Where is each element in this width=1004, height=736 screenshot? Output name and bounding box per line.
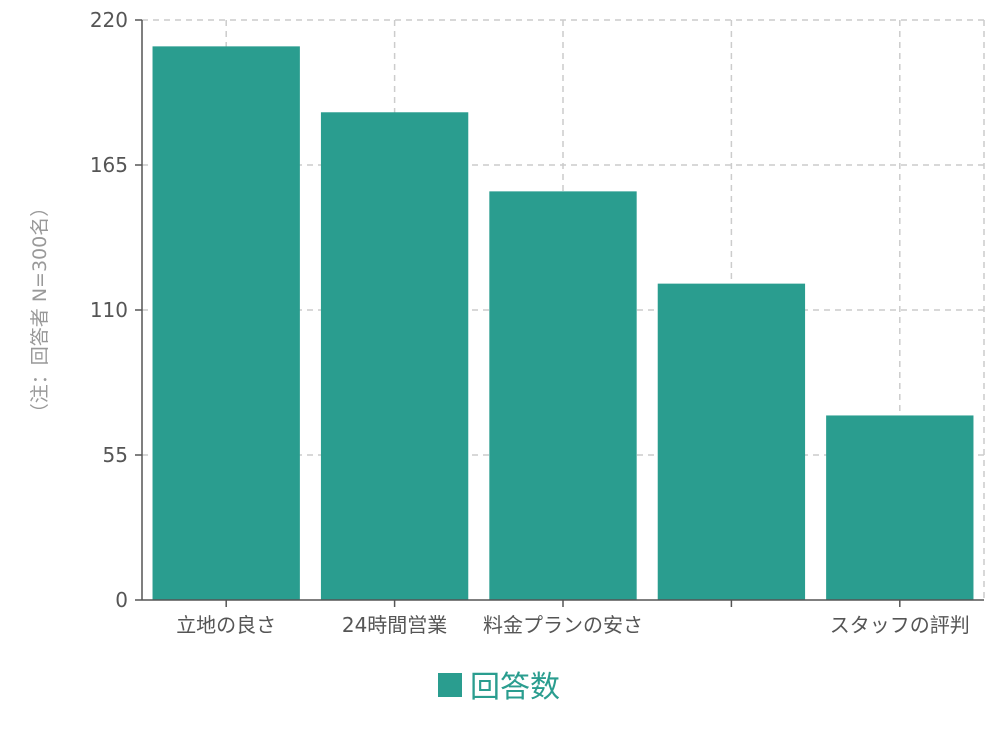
x-tick-label: 24時間営業 [342, 613, 447, 637]
y-tick-label: 220 [90, 8, 128, 32]
x-tick-label: 料金プランの安さ [483, 613, 643, 637]
bar [826, 415, 974, 600]
x-ticks: 立地の良さ 24時間営業 料金プランの安さ スタッフの評判 [176, 600, 970, 637]
bar [320, 112, 469, 600]
x-tick-label: スタッフの評判 [830, 613, 970, 637]
y-axis-label: （注：回答者 N=300名） [29, 198, 51, 422]
y-tick-label: 110 [90, 298, 128, 322]
bar [489, 191, 637, 600]
bars [152, 46, 974, 600]
legend: 回答数 [438, 670, 560, 705]
bar [152, 46, 300, 600]
x-tick-label: 立地の良さ [176, 613, 276, 637]
legend-swatch [438, 673, 462, 697]
y-tick-label: 55 [103, 443, 128, 467]
bar [657, 283, 806, 600]
y-tick-label: 165 [90, 153, 128, 177]
y-ticks: 0 55 110 165 220 [90, 8, 142, 612]
legend-label: 回答数 [470, 670, 560, 705]
y-tick-label: 0 [115, 588, 128, 612]
